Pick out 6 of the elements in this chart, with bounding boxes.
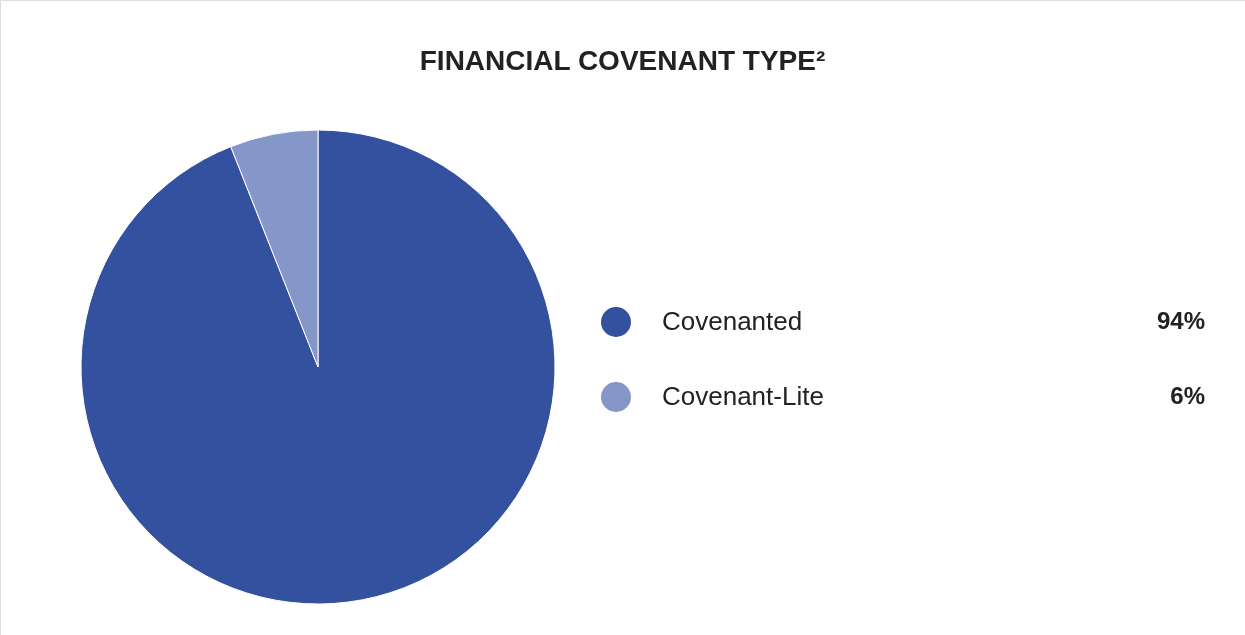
legend-label: Covenant-Lite	[662, 381, 824, 411]
data-label: 6%	[1170, 382, 1205, 409]
legend-label: Covenanted	[662, 306, 803, 336]
chart-title: FINANCIAL COVENANT TYPE²	[419, 45, 826, 76]
pie-slice	[80, 129, 556, 605]
data-label: 94%	[1156, 307, 1205, 334]
